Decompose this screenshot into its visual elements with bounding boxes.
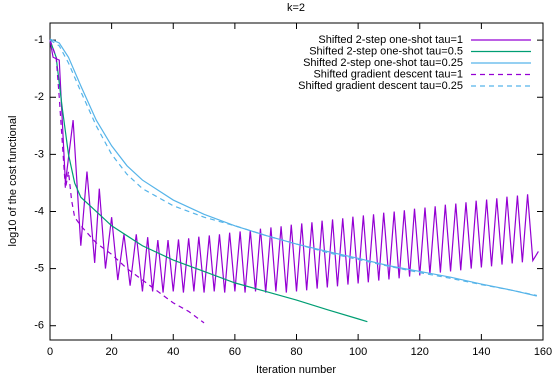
x-tick-label: 160	[534, 346, 552, 358]
x-tick-label: 20	[106, 346, 118, 358]
series-line	[49, 39, 537, 297]
y-tick-label: -3	[34, 148, 44, 160]
y-tick-label: -6	[34, 320, 44, 332]
x-tick-label: 60	[229, 346, 241, 358]
x-tick-label: 80	[290, 346, 302, 358]
legend-label: Shifted 2-step one-shot tau=0.25	[303, 57, 463, 69]
y-tick-label: -5	[34, 263, 44, 275]
series-line	[49, 38, 537, 297]
y-tick-label: -1	[34, 34, 44, 46]
y-axis-label: log10 of the cost functional	[7, 116, 19, 247]
y-tick-label: -2	[34, 91, 44, 103]
x-axis-label: Iteration number	[256, 364, 336, 376]
x-tick-label: 140	[472, 346, 490, 358]
legend-label: Shifted 2-step one-shot tau=1	[318, 34, 463, 46]
legend-label: Shifted 2-step one-shot tau=0.5	[309, 45, 463, 57]
legend-label: Shifted gradient descent tau=0.25	[298, 80, 463, 92]
y-tick-label: -4	[34, 205, 44, 217]
series-line	[49, 39, 368, 323]
series-line	[49, 40, 539, 293]
legend-label: Shifted gradient descent tau=1	[313, 68, 463, 80]
x-tick-label: 120	[411, 346, 429, 358]
x-tick-label: 0	[47, 346, 53, 358]
x-tick-label: 100	[349, 346, 367, 358]
chart-title: k=2	[287, 2, 305, 14]
x-tick-label: 40	[167, 346, 179, 358]
